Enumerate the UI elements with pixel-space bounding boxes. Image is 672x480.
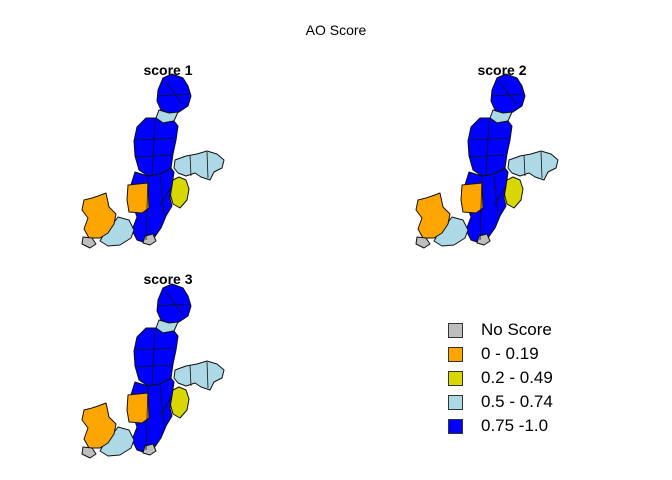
legend-swatch-0.75-1.0 bbox=[448, 418, 463, 434]
map-panel-score-3 bbox=[81, 283, 225, 459]
region-no-score-west bbox=[81, 446, 97, 459]
region-west-coast bbox=[415, 192, 451, 239]
region-no-score-west bbox=[415, 236, 431, 249]
sub-basin-boundary bbox=[157, 303, 190, 307]
region-west-coast bbox=[81, 402, 117, 449]
sub-basin-boundary bbox=[157, 93, 190, 97]
legend-item-no-score: No Score bbox=[448, 318, 553, 342]
legend: No Score 0 - 0.19 0.2 - 0.49 0.5 - 0.74 … bbox=[448, 318, 553, 438]
region-gulf-of-riga bbox=[169, 176, 190, 209]
legend-item-0.2-0.49: 0.2 - 0.49 bbox=[448, 366, 553, 390]
legend-label-0-0.19: 0 - 0.19 bbox=[481, 344, 539, 363]
sub-basin-boundary bbox=[135, 347, 175, 351]
sub-basin-boundary bbox=[189, 364, 192, 387]
panel-title-score-2: score 2 bbox=[477, 62, 527, 78]
sub-basin-boundary bbox=[540, 151, 543, 179]
sub-basin-boundary bbox=[206, 361, 209, 389]
sub-basin-boundary bbox=[134, 154, 173, 158]
sub-basin-boundary bbox=[493, 185, 507, 206]
sub-basin-boundary bbox=[491, 93, 524, 97]
legend-swatch-no-score bbox=[448, 322, 463, 338]
region-bothnian-sea bbox=[133, 117, 179, 177]
figure-title: AO Score bbox=[305, 22, 367, 38]
sub-basin-boundary bbox=[135, 137, 175, 141]
legend-label-0.5-0.74: 0.5 - 0.74 bbox=[481, 392, 553, 411]
sub-basin-boundary bbox=[159, 385, 165, 426]
sub-basin-boundary bbox=[145, 385, 149, 451]
panel-title-score-1: score 1 bbox=[143, 62, 193, 78]
legend-label-no-score: No Score bbox=[481, 320, 552, 339]
map-panel-score-2 bbox=[415, 73, 559, 249]
region-gulf-of-finland bbox=[173, 360, 225, 391]
region-gulf-of-finland bbox=[507, 150, 559, 181]
sub-basin-boundary bbox=[499, 81, 517, 105]
sub-basin-boundary bbox=[523, 154, 526, 177]
legend-swatch-0.5-0.74 bbox=[448, 394, 463, 410]
sub-basin-boundary bbox=[159, 175, 165, 216]
legend-swatch-0-0.19 bbox=[448, 346, 463, 362]
legend-item-0.5-0.74: 0.5 - 0.74 bbox=[448, 390, 553, 414]
sub-basin-boundary bbox=[189, 154, 192, 177]
sub-basin-boundary bbox=[479, 175, 483, 241]
sub-basin-boundary bbox=[165, 291, 183, 315]
sub-basin-boundary bbox=[134, 364, 173, 368]
legend-item-0-0.19: 0 - 0.19 bbox=[448, 342, 553, 366]
sub-basin-boundary bbox=[159, 395, 173, 416]
legend-swatch-0.2-0.49 bbox=[448, 370, 463, 386]
region-east-sweden bbox=[126, 392, 150, 424]
legend-item-0.75-1.0: 0.75 -1.0 bbox=[448, 414, 553, 438]
legend-label-0.2-0.49: 0.2 - 0.49 bbox=[481, 368, 553, 387]
sub-basin-boundary bbox=[206, 151, 209, 179]
region-bothnian-sea bbox=[133, 327, 179, 387]
sub-basin-boundary bbox=[485, 119, 490, 176]
sub-basin-boundary bbox=[151, 119, 156, 176]
sub-basin-boundary bbox=[493, 175, 499, 216]
region-bothnian-bay bbox=[156, 283, 192, 325]
region-no-score-south bbox=[476, 233, 491, 246]
region-bothnian-bay bbox=[490, 73, 526, 115]
sub-basin-boundary bbox=[165, 81, 183, 105]
region-no-score-south bbox=[142, 233, 157, 246]
region-west-coast bbox=[81, 192, 117, 239]
sub-basin-boundary bbox=[468, 154, 507, 158]
region-gulf-of-riga bbox=[169, 386, 190, 419]
region-east-sweden bbox=[126, 182, 150, 214]
region-bothnian-sea bbox=[467, 117, 513, 177]
sub-basin-boundary bbox=[151, 329, 156, 386]
region-gulf-of-riga bbox=[503, 176, 524, 209]
region-no-score-west bbox=[81, 236, 97, 249]
sub-basin-boundary bbox=[159, 185, 173, 206]
map-panel-score-1 bbox=[81, 73, 225, 249]
region-no-score-south bbox=[142, 443, 157, 456]
sub-basin-boundary bbox=[469, 137, 509, 141]
region-bothnian-bay bbox=[156, 73, 192, 115]
panel-title-score-3: score 3 bbox=[143, 271, 193, 287]
sub-basin-boundary bbox=[145, 175, 149, 241]
region-gulf-of-finland bbox=[173, 150, 225, 181]
legend-label-0.75-1.0: 0.75 -1.0 bbox=[481, 416, 549, 435]
region-east-sweden bbox=[460, 182, 484, 214]
